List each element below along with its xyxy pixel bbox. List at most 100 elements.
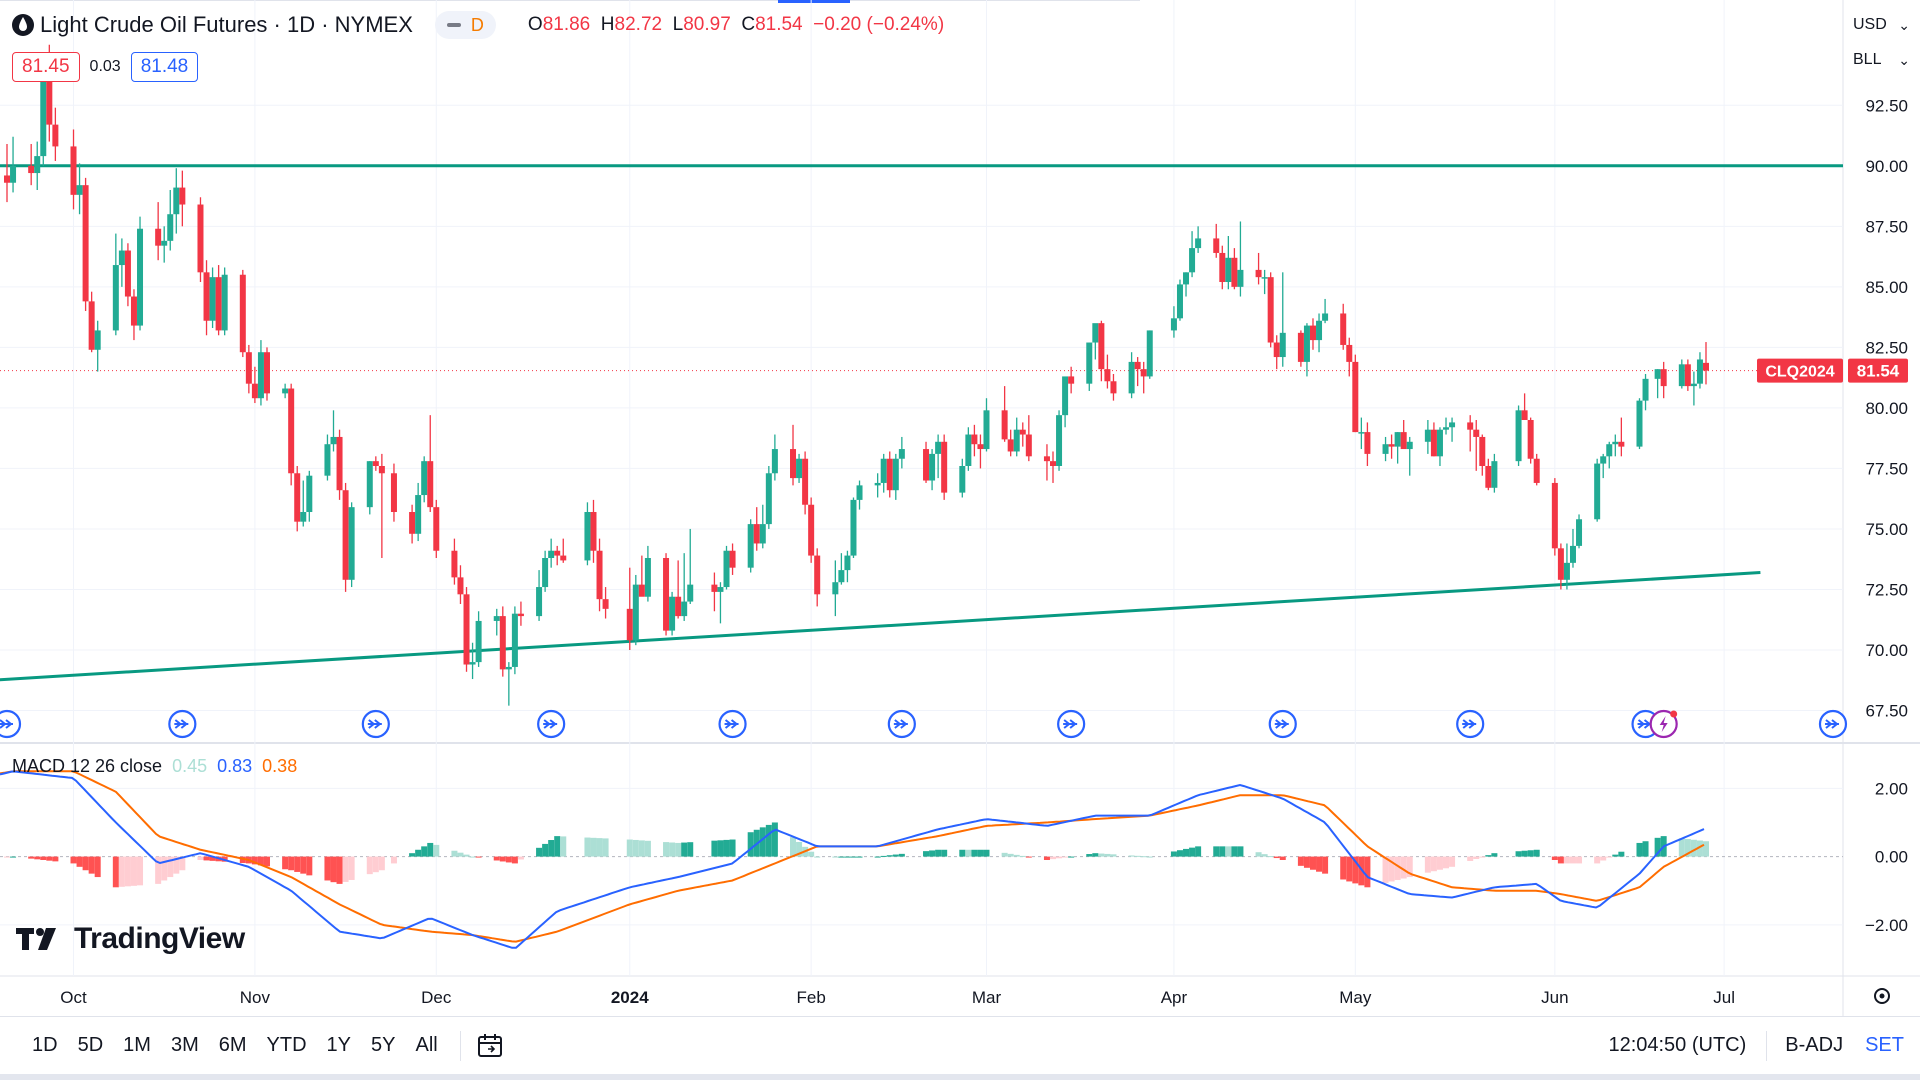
macd-histogram-bar	[1297, 856, 1304, 866]
macd-legend[interactable]: MACD 12 26 close 0.45 0.83 0.38	[12, 756, 297, 777]
chart-canvas[interactable]: 92.50 90.00 87.50 85.00 82.50 80.00 77.50 75.00…	[0, 0, 1920, 1016]
macd-histogram-bar	[336, 856, 343, 884]
range-5y-button[interactable]: 5Y	[371, 1034, 396, 1056]
price-tick-label: 85.00	[1865, 278, 1908, 297]
interval-status-pill[interactable]: D	[434, 11, 496, 39]
candle-body	[1219, 252, 1226, 282]
price-badge-bg	[1848, 358, 1908, 383]
event-marker-icon[interactable]	[1456, 709, 1485, 739]
macd-histogram-bar	[1696, 840, 1703, 857]
macd-histogram-bar	[517, 856, 524, 860]
price-tick-label: 80.00	[1865, 399, 1908, 418]
event-marker-active-icon[interactable]	[1649, 709, 1678, 739]
candle-body	[959, 466, 966, 493]
candle-body	[977, 444, 984, 450]
symbol-title[interactable]: Light Crude Oil Futures · 1D · NYMEX	[40, 12, 413, 37]
candle-body	[1273, 342, 1280, 358]
event-marker-icon[interactable]	[1818, 709, 1848, 739]
candle-body	[929, 453, 936, 481]
back-adjust-toggle[interactable]: B-ADJ	[1785, 1034, 1844, 1056]
settlement-toggle[interactable]: SET	[1865, 1034, 1904, 1056]
time-tick-label: Dec	[421, 988, 452, 1007]
event-marker-icon[interactable]	[887, 709, 916, 739]
unit-select[interactable]: BLL ⌄	[1850, 45, 1914, 75]
candle-body	[1261, 277, 1268, 279]
candle-body	[366, 461, 373, 508]
change-value: −0.20 (−0.24%)	[813, 14, 945, 35]
macd-histogram-bar	[76, 856, 83, 867]
event-marker-icon[interactable]	[537, 709, 566, 739]
candle-body	[548, 550, 555, 558]
macd-histogram-bar	[409, 853, 416, 857]
logo-text: TradingView	[74, 922, 245, 955]
candle-body	[1696, 359, 1703, 384]
event-marker-icon[interactable]	[1057, 709, 1086, 739]
range-6m-button[interactable]: 6M	[218, 1034, 247, 1056]
macd-tick-label: −2.00	[1865, 916, 1908, 935]
macd-histogram-bar	[137, 856, 144, 886]
macd-histogram-bar	[1551, 856, 1558, 860]
candle-body	[1050, 461, 1057, 466]
arrow-glyph	[724, 719, 739, 729]
macd-histogram-bar	[421, 846, 428, 857]
candle-body	[1068, 376, 1075, 384]
candle-body	[1557, 548, 1564, 580]
macd-histogram-bar	[197, 856, 204, 860]
range-1m-button[interactable]: 1M	[123, 1034, 151, 1056]
macd-histogram-bar	[681, 842, 688, 857]
macd-histogram-bar	[723, 839, 730, 857]
candle-body	[130, 296, 137, 326]
macd-histogram-bar	[112, 856, 119, 888]
chevron-down-icon: ⌄	[1898, 16, 1910, 33]
macd-histogram-bar	[548, 840, 555, 857]
macd-histogram-bar	[282, 856, 289, 870]
arrow-glyph	[1063, 719, 1078, 729]
arrow-glyph	[1824, 719, 1839, 729]
candle-body	[1255, 269, 1262, 278]
tradingview-logo[interactable]: TradingView	[16, 922, 245, 956]
candle-body	[1062, 376, 1069, 416]
price-tick-label: 70.00	[1865, 641, 1908, 660]
time-tick-label: May	[1339, 988, 1372, 1007]
sell-button[interactable]: 81.45	[12, 52, 80, 82]
range-5d-button[interactable]: 5D	[77, 1034, 104, 1056]
time-tick-label: 2024	[611, 988, 649, 1007]
candle-body	[451, 550, 458, 578]
macd-histogram-bar	[1219, 846, 1226, 857]
candle-body	[209, 277, 216, 321]
buy-button[interactable]: 81.48	[130, 52, 199, 82]
candle-body	[306, 475, 313, 512]
range-all-button[interactable]: All	[415, 1034, 438, 1056]
candle-body	[1394, 432, 1401, 447]
candle-body	[118, 250, 125, 266]
event-marker-icon[interactable]	[0, 709, 22, 739]
macd-histogram-bar	[324, 856, 331, 881]
macd-histogram-bar	[1340, 856, 1347, 880]
macd-histogram-bar	[28, 856, 35, 859]
range-1y-button[interactable]: 1Y	[326, 1034, 352, 1056]
macd-histogram-bar	[1394, 856, 1401, 880]
macd-histogram-bar	[251, 856, 258, 865]
bottom-toolbar: 1D 5D 1M 3M 6M YTD 1Y 5Y All 12:04:50 (UTC) B-AD…	[0, 1016, 1920, 1074]
macd-histogram-bar	[505, 856, 512, 863]
macd-histogram-bar	[669, 842, 676, 857]
event-marker-icon[interactable]	[168, 709, 197, 739]
range-3m-button[interactable]: 3M	[170, 1034, 199, 1056]
range-1d-button[interactable]: 1D	[32, 1034, 58, 1056]
macd-histogram-bar	[632, 839, 639, 857]
calendar-goto-icon[interactable]	[475, 1031, 505, 1061]
event-marker-icon[interactable]	[361, 709, 390, 739]
macd-histogram-bar	[288, 856, 295, 871]
range-ytd-button[interactable]: YTD	[266, 1034, 307, 1056]
event-marker-icon[interactable]	[718, 709, 747, 739]
candle-body	[1346, 344, 1353, 362]
macd-histogram-bar	[433, 844, 440, 857]
candle-body	[1225, 257, 1232, 282]
chart-settings-gear-icon[interactable]	[1874, 988, 1890, 1004]
range-buttons: 1D 5D 1M 3M 6M YTD 1Y 5Y All	[22, 1034, 448, 1057]
candle-body	[1231, 257, 1238, 287]
macd-histogram-bar	[850, 856, 857, 858]
event-marker-icon[interactable]	[1268, 709, 1297, 739]
clock[interactable]: 12:04:50 (UTC)	[1608, 1034, 1747, 1056]
currency-select[interactable]: USD ⌄	[1850, 10, 1914, 40]
